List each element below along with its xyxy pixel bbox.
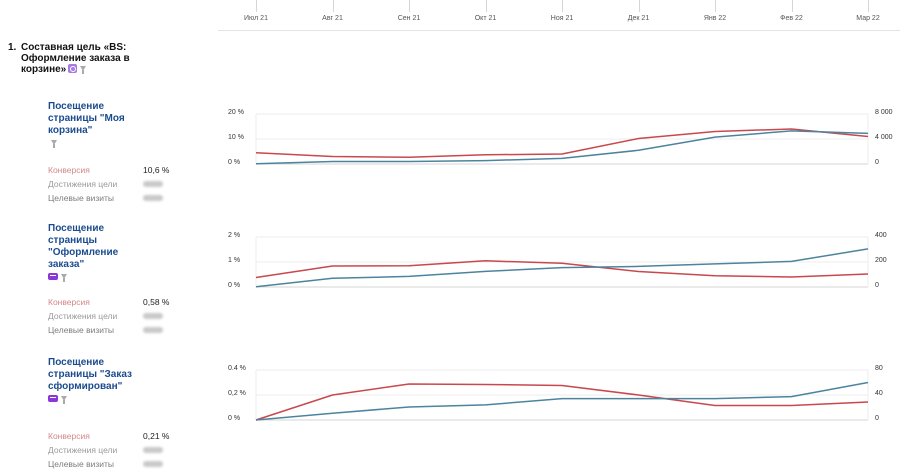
right-axis-label: 80 [875,365,883,372]
timeline-tick [562,0,563,12]
target-visits-value [143,461,163,467]
goal-step-block: Посещение страницы "Оформление заказа" К… [48,223,900,343]
left-axis-label: 2 % [228,232,241,239]
conversion-line[interactable] [255,128,869,159]
timeline-tick [256,0,257,12]
conversion-label: Конверсия [48,297,90,307]
conversion-label: Конверсия [48,431,90,441]
left-axis-label: 20 % [228,109,244,116]
goal-step-block: Посещение страницы "Моя корзина" Конверс… [48,101,900,211]
right-axis-label: 0 [875,159,879,166]
visits-line[interactable] [255,381,869,421]
goal-reaches-value [143,447,163,453]
filter-icon[interactable] [61,396,67,404]
timeline-tick [332,0,334,12]
step-title-text[interactable]: Посещение страницы "Моя корзина" [48,101,125,136]
goal-title: 1. Составная цель «BS: Оформление заказа… [8,42,133,75]
left-axis-label: 0.4 % [228,365,246,372]
step-chart: 2 % 1 % 0 % 400 200 0 [218,232,900,296]
goal-reaches-label: Достижения цели [48,445,118,455]
metrica-icon [48,273,58,280]
step-chart: 0.4 % 0,2 % 0 % 80 40 0 [218,365,900,429]
target-visits-value [143,195,163,201]
target-visits-value [143,327,163,333]
timeline-tick [868,0,869,12]
left-axis-label: 0 % [228,415,241,422]
composite-goal-icon [68,64,78,73]
step-chart-svg [255,369,869,421]
right-axis-label: 0 [875,415,879,422]
step-metrics: Конверсия 0,58 % Достижения цели Целевые … [48,295,178,337]
goal-reaches-label: Достижения цели [48,179,118,189]
timeline-month-label: Фев 22 [780,15,803,22]
target-visits-label: Целевые визиты [48,193,115,203]
left-axis-label: 10 % [228,134,244,141]
timeline-tick [791,0,793,12]
filter-icon[interactable] [80,66,87,74]
filter-icon[interactable] [51,140,57,148]
step-title[interactable]: Посещение страницы "Оформление заказа" [48,223,148,282]
step-title[interactable]: Посещение страницы "Моя корзина" [48,101,148,148]
visits-line[interactable] [255,248,869,288]
right-axis-label: 0 [875,282,879,289]
step-title[interactable]: Посещение страницы "Заказ сформирован" [48,357,148,404]
conversion-value: 10,6 % [143,165,170,175]
left-axis-label: 1 % [228,257,241,264]
right-axis-label: 8 000 [875,109,893,116]
timeline-month-label: Ноя 21 [550,15,574,22]
target-visits-label: Целевые визиты [48,325,115,335]
goal-reaches-value [143,313,163,319]
visits-line[interactable] [255,130,869,165]
goal-step-block: Посещение страницы "Заказ сформирован" К… [48,357,900,474]
goal-reaches-value [143,181,163,187]
goal-number: 1. [8,42,17,53]
left-axis-label: 0,2 % [228,390,246,397]
left-axis-label: 0 % [228,159,241,166]
step-chart: 20 % 10 % 0 % 8 000 4 000 0 [218,109,900,173]
step-metrics: Конверсия 10,6 % Достижения цели Целевые … [48,163,178,205]
step-title-text[interactable]: Посещение страницы "Заказ сформирован" [48,357,133,392]
metrica-icon [48,395,58,402]
conversion-label: Конверсия [48,165,90,175]
step-chart-svg [255,236,869,288]
right-axis-label: 200 [875,257,887,264]
timeline-header: Июл 21 Авг 21 Сен 21 Окт 21 Ноя 21 Дек 21 Янв … [218,0,900,31]
conversion-line[interactable] [255,383,869,421]
timeline-month-label: Мар 22 [856,15,880,22]
target-visits-label: Целевые визиты [48,459,115,469]
right-axis-label: 4 000 [875,134,893,141]
timeline-month-label: Янв 22 [703,15,727,22]
timeline-month-label: Сен 21 [397,15,421,22]
timeline-tick [638,0,640,12]
conversion-line[interactable] [255,260,869,279]
right-axis-label: 400 [875,232,887,239]
conversion-value: 0,58 % [143,297,170,307]
filter-icon[interactable] [61,274,67,282]
step-chart-svg [255,113,869,165]
timeline-month-label: Авг 21 [322,15,343,22]
timeline-tick [715,0,716,12]
goal-reaches-label: Достижения цели [48,311,118,321]
step-title-text[interactable]: Посещение страницы "Оформление заказа" [48,223,119,270]
timeline-month-label: Дек 21 [627,15,650,22]
conversion-value: 0,21 % [143,431,170,441]
timeline-month-label: Июл 21 [244,15,268,22]
goal-title-text: Составная цель «BS: Оформление заказа в … [21,42,130,75]
timeline-tick [409,0,410,12]
left-axis-label: 0 % [228,282,241,289]
right-axis-label: 40 [875,390,883,397]
timeline-month-label: Окт 21 [474,15,497,22]
step-metrics: Конверсия 0,21 % Достижения цели Целевые … [48,429,178,471]
timeline-tick [485,0,487,12]
